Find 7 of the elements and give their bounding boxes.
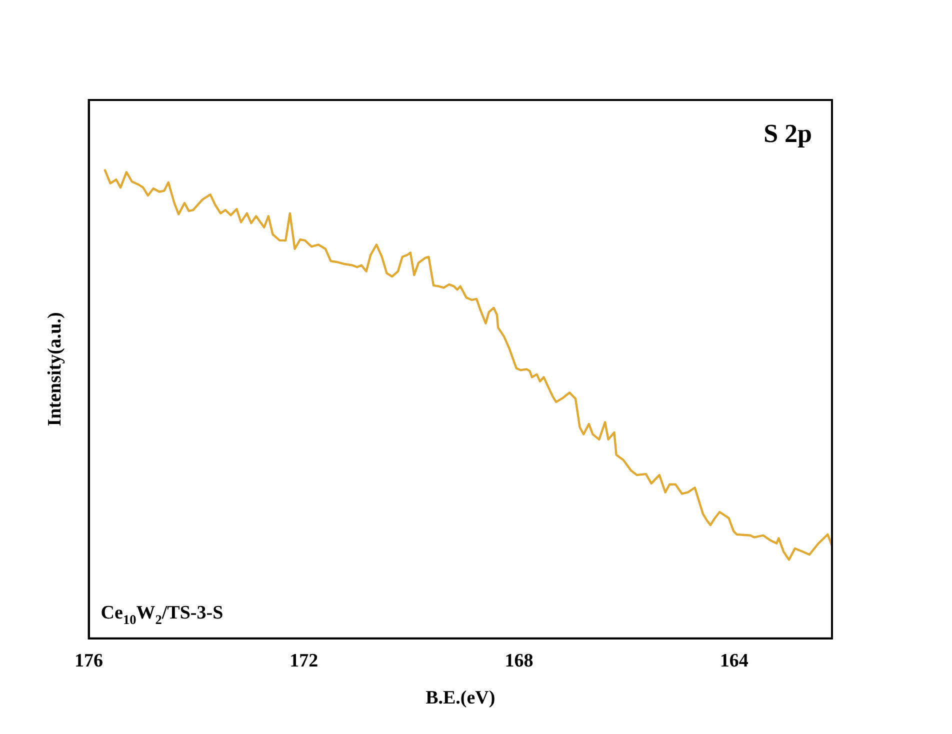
x-tick-label: 168 — [504, 650, 534, 672]
x-tick-label: 172 — [290, 650, 318, 672]
x-axis-title: B.E.(eV) — [426, 688, 496, 709]
text: S 2p — [764, 119, 812, 148]
x-tick-label: 176 — [74, 650, 104, 672]
y-axis-title: Intensity(a.u.) — [44, 312, 66, 426]
x-tick-label: 164 — [720, 650, 749, 672]
